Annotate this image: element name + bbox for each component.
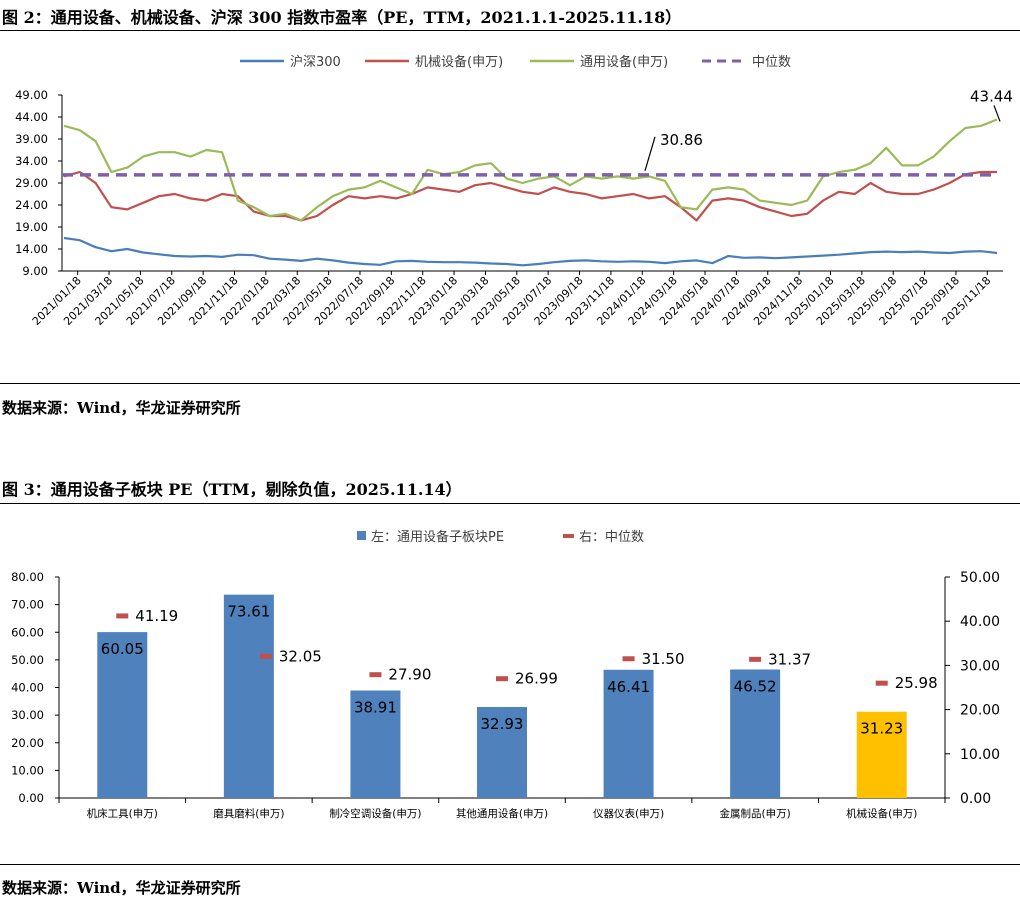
series-line-1	[63, 170, 997, 222]
figure-3-top-rule	[0, 503, 1020, 504]
bar-4	[603, 669, 654, 798]
category-label-2: 制冷空调设备(申万)	[329, 807, 421, 820]
right-tick-label-0: 50.00	[960, 570, 1000, 586]
median-marker-0	[116, 613, 129, 619]
y-tick-label-6: 19.00	[15, 220, 48, 234]
y-tick-label-3: 34.00	[15, 154, 48, 168]
bar-value-label-3: 32.93	[481, 715, 524, 733]
median-callout-line	[644, 136, 656, 171]
right-tick-label-2: 30.00	[960, 658, 1000, 674]
left-tick-label-4: 40.00	[11, 681, 44, 695]
figure-2-source: 数据来源：Wind，华龙证券研究所	[2, 399, 241, 417]
median-marker-5	[749, 656, 762, 662]
legend-label-median: 右：中位数	[579, 530, 644, 545]
bar-value-label-2: 38.91	[354, 699, 397, 717]
bar-value-label-1: 73.61	[227, 603, 270, 621]
category-label-0: 机床工具(申万)	[87, 807, 158, 820]
y-tick-label-0: 49.00	[15, 88, 48, 102]
median-marker-6	[875, 680, 888, 686]
bar-value-label-0: 60.05	[101, 640, 144, 658]
left-tick-label-6: 20.00	[11, 736, 44, 750]
left-tick-label-3: 50.00	[11, 653, 44, 667]
median-callout-label: 30.86	[660, 131, 703, 149]
bar-6	[856, 711, 907, 798]
y-tick-label-2: 39.00	[15, 132, 48, 146]
median-marker-2	[369, 672, 382, 678]
figure-2-title: 图 2：通用设备、机械设备、沪深 300 指数市盈率（PE，TTM，2021.1…	[2, 8, 682, 27]
figure-3-bottom-rule	[0, 864, 1020, 865]
series-line-2	[63, 118, 998, 222]
category-label-4: 仪器仪表(申万)	[593, 807, 664, 820]
median-value-label-6: 25.98	[895, 674, 938, 692]
figure-3-title: 图 3：通用设备子板块 PE（TTM，剔除负值，2025.11.14）	[2, 480, 462, 499]
legend-label-3: 中位数	[752, 55, 791, 70]
figure-2-top-rule	[0, 30, 1020, 31]
figure-3-source: 数据来源：Wind，华龙证券研究所	[2, 879, 241, 897]
bar-5	[730, 669, 781, 798]
left-tick-label-5: 30.00	[11, 708, 44, 722]
median-marker-4	[622, 656, 635, 662]
right-tick-label-5: 0.00	[960, 791, 991, 807]
subsector-pe-bar-chart: 左：通用设备子板块PE 右：中位数 80.00 70.00 60.00 50.00 40.0…	[11, 529, 1000, 820]
legend-swatch-median	[563, 534, 574, 538]
median-value-label-3: 26.99	[515, 670, 558, 688]
bar-value-label-5: 46.52	[734, 677, 777, 695]
series-line-0	[63, 236, 998, 267]
left-tick-label-1: 70.00	[11, 598, 44, 612]
bar-value-label-4: 46.41	[607, 678, 650, 696]
legend-label-1: 机械设备(申万)	[415, 54, 503, 70]
median-value-label-2: 27.90	[388, 666, 431, 684]
median-value-label-4: 31.50	[642, 650, 685, 668]
y-tick-label-4: 29.00	[15, 176, 48, 190]
category-label-6: 机械设备(申万)	[846, 807, 917, 820]
median-value-label-1: 32.05	[279, 647, 322, 665]
legend-swatch-bar	[357, 531, 366, 540]
pe-line-chart: 沪深300 机械设备(申万) 通用设备(申万) 中位数 49.00 44.00 39.00 3…	[15, 54, 1013, 328]
y-tick-label-8: 9.00	[22, 264, 48, 278]
bar-value-label-6: 31.23	[860, 720, 903, 738]
median-value-label-5: 31.37	[768, 650, 811, 668]
category-label-5: 金属制品(申万)	[720, 807, 791, 820]
legend-label-0: 沪深300	[290, 54, 341, 70]
legend-label-2: 通用设备(申万)	[580, 54, 668, 70]
bar-0	[97, 632, 148, 798]
last-value-callout-label: 43.44	[970, 87, 1013, 105]
left-tick-label-8: 0.00	[18, 791, 44, 805]
bar-2	[350, 690, 401, 798]
last-value-callout-line	[993, 105, 1001, 122]
median-value-label-0: 41.19	[135, 607, 178, 625]
median-marker-1	[259, 653, 272, 659]
median-marker-3	[496, 676, 508, 682]
left-tick-label-0: 80.00	[11, 570, 44, 584]
category-label-3: 其他通用设备(申万)	[456, 807, 548, 820]
bar-3	[477, 707, 527, 798]
y-tick-label-5: 24.00	[15, 198, 48, 212]
figure-2-bottom-rule	[0, 383, 1020, 384]
y-tick-label-1: 44.00	[15, 110, 48, 124]
right-tick-label-1: 40.00	[960, 614, 1000, 630]
left-tick-label-2: 60.00	[11, 625, 44, 639]
bar-1	[223, 594, 274, 798]
category-label-1: 磨具磨料(申万)	[213, 807, 284, 820]
right-tick-label-3: 20.00	[960, 703, 1000, 719]
legend-label-bar: 左：通用设备子板块PE	[371, 529, 504, 545]
left-tick-label-7: 10.00	[11, 763, 44, 777]
right-tick-label-4: 10.00	[960, 747, 1000, 763]
y-tick-label-7: 14.00	[15, 242, 48, 256]
